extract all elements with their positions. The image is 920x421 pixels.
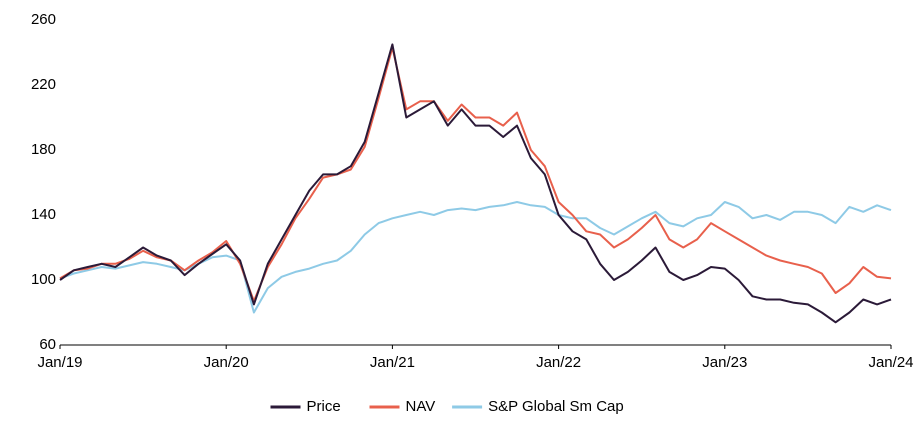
line-series — [59, 46, 892, 303]
y-tick-label: 180 — [31, 141, 56, 158]
legend-label: Price — [307, 398, 341, 415]
y-tick-label: 140 — [31, 206, 56, 223]
x-tick-label: Jan/21 — [370, 354, 415, 371]
line-series — [59, 43, 892, 324]
legend-label: NAV — [406, 398, 436, 415]
y-tick-label: 220 — [31, 76, 56, 93]
y-tick-label: 100 — [31, 271, 56, 288]
x-tick-label: Jan/22 — [536, 354, 581, 371]
x-tick-label: Jan/23 — [702, 354, 747, 371]
legend-label: S&P Global Sm Cap — [488, 398, 624, 415]
x-tick-label: Jan/20 — [204, 354, 249, 371]
line-series — [59, 201, 892, 314]
y-tick-label: 260 — [31, 11, 56, 28]
y-tick-label: 60 — [39, 336, 56, 353]
x-tick-label: Jan/24 — [868, 354, 913, 371]
x-tick-label: Jan/19 — [37, 354, 82, 371]
